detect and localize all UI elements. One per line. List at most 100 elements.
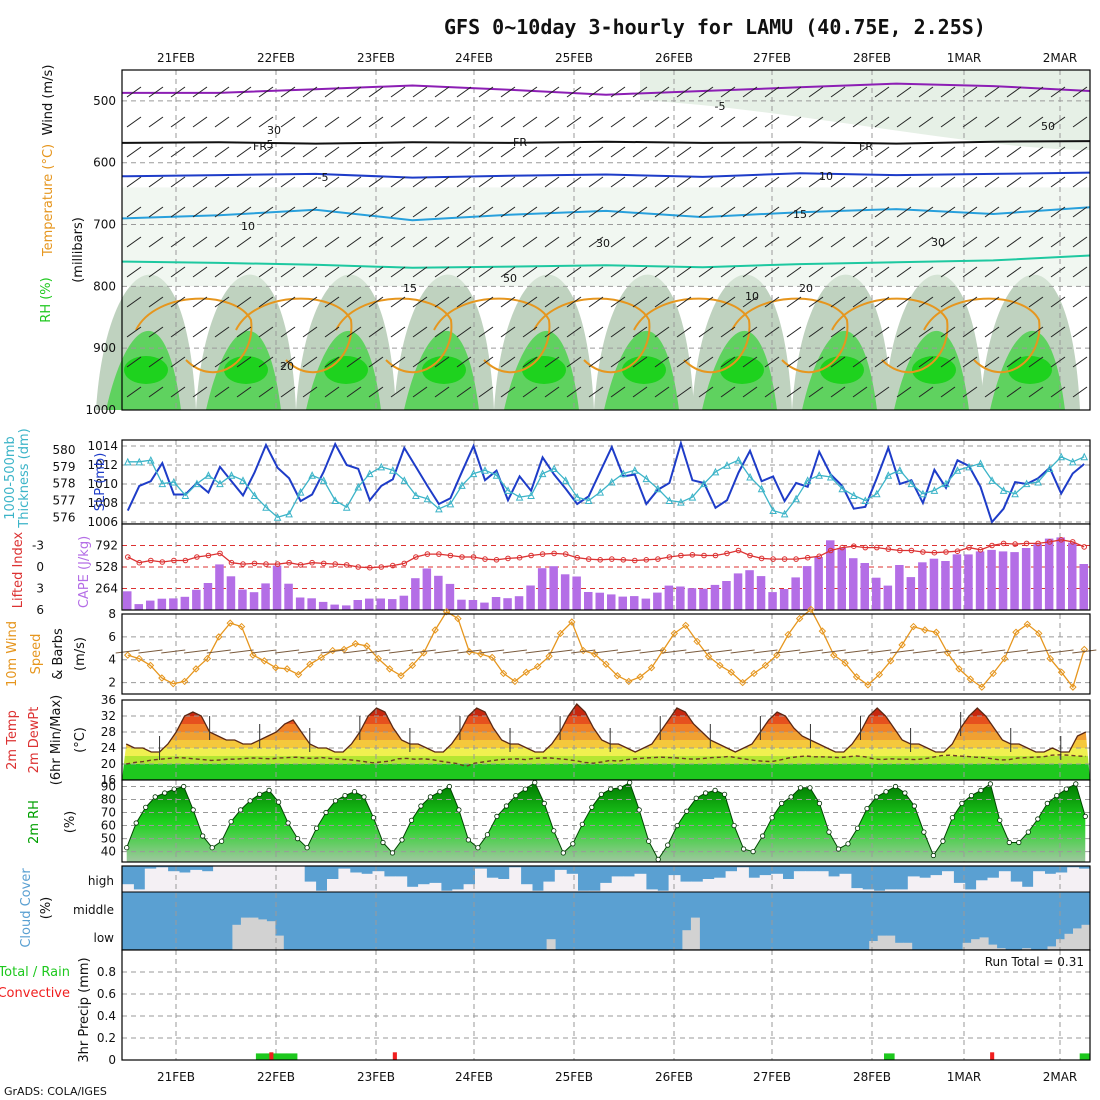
wind-speed-point [431,626,439,634]
cloud-high-clear [235,866,248,892]
wind-barb [896,116,912,128]
cape-bar [676,586,685,610]
wind-barb [676,146,692,158]
thickness-point [746,472,754,481]
li-point [632,557,638,564]
wind-barb [1006,206,1022,218]
wind-barb [896,386,912,398]
cape-bar [883,585,893,610]
thickness-point [584,496,593,504]
li-point [874,544,880,551]
wind-barb [808,296,824,308]
wind-barb [324,206,340,218]
wind-barb [390,356,406,368]
wind-barb [676,386,692,398]
rh-point [693,795,699,801]
wind-speed-point [1080,645,1089,654]
wind-barb [962,386,978,398]
wind-barb [148,116,164,128]
cloud-low-cover [1056,939,1065,950]
thickness-point [999,486,1008,494]
contour-label: 20 [799,282,813,295]
wind-speed-line [127,608,1085,689]
rh-point [721,791,728,797]
wind-barb [148,386,164,398]
li-point [539,551,546,557]
wind-tick-label: 8 [108,607,116,621]
panel-background [122,440,1090,524]
wind-barb [786,386,802,398]
wind-barb [830,386,846,398]
cloud-high-clear [577,890,590,892]
top-date-label: 1MAR [947,51,982,65]
cloud-high-clear [566,873,578,892]
cape-bar [906,577,916,610]
cape-bar [468,600,478,610]
rh-point [437,789,443,795]
wind-barb [753,649,778,654]
bottom-date-label: 2MAR [1043,1070,1078,1084]
wind-barb [698,176,714,188]
li-point [447,552,454,559]
wind-barb [192,266,208,278]
rh-point [494,813,500,820]
wind-barb [830,176,846,188]
wind-barb [1006,116,1022,128]
wind-barb [632,176,648,188]
cape-bar [238,589,247,610]
wind-barb [346,116,362,128]
cloud-low-cover [546,939,556,950]
thickness-point [377,462,386,471]
wind-speed-point [909,622,918,631]
rh-point [361,794,367,800]
axis-label-line: (6hr Min/Max) [49,695,64,785]
rh-point [1006,839,1012,846]
wind-barb [984,236,1000,248]
li-point [735,547,742,554]
wind-barb [918,236,934,248]
bottom-date-label: 21FEB [157,1070,195,1084]
thickness-point [216,479,224,488]
cloud-high-clear [759,875,772,892]
wind-barb [940,326,956,338]
wind-speed-point [898,641,906,649]
wind-barb [126,116,142,128]
axis-label-line: (%) [63,811,78,834]
wind-barb [852,116,868,128]
wind-speed-point [864,681,872,689]
wind-speed-point [659,646,667,655]
li-point [781,556,788,562]
minmax-axis-label: (6hr Min/Max) [49,695,64,785]
wind-barb [390,176,406,188]
wind-barb [324,296,340,308]
cape-bar [630,596,639,610]
wind-barb [874,176,890,188]
wind-barb [720,116,736,128]
li-tick-label: -3 [32,539,44,553]
cape-bar [261,583,270,610]
cloud-high-clear [383,876,396,892]
wind-barb [940,386,956,398]
cape-tick-label: 264 [95,582,118,596]
rh-point [968,792,975,799]
bottom-date-label: 28FEB [853,1070,891,1084]
rh-point [456,807,462,813]
wind-barb [786,236,802,248]
wind-barb [346,236,362,248]
wind-barb [874,326,890,338]
top-date-axis: 21FEB 22FEB 23FEB 24FEB 25FEB 26FEB 27FEB 28FEB… [157,51,1077,65]
wind-barb [588,146,604,158]
wind-barb [480,649,505,654]
wind-barb [676,176,692,188]
bottom-date-label: 25FEB [555,1070,593,1084]
li-point [827,547,834,554]
li-point [989,542,995,549]
li-point [125,554,131,560]
top-date-label: 27FEB [753,51,791,65]
cape-bar [1056,537,1065,610]
wind-speed-point [442,608,451,616]
wind-barb [126,236,142,248]
wind-speed-point [841,659,849,667]
wind-barb [236,146,252,158]
